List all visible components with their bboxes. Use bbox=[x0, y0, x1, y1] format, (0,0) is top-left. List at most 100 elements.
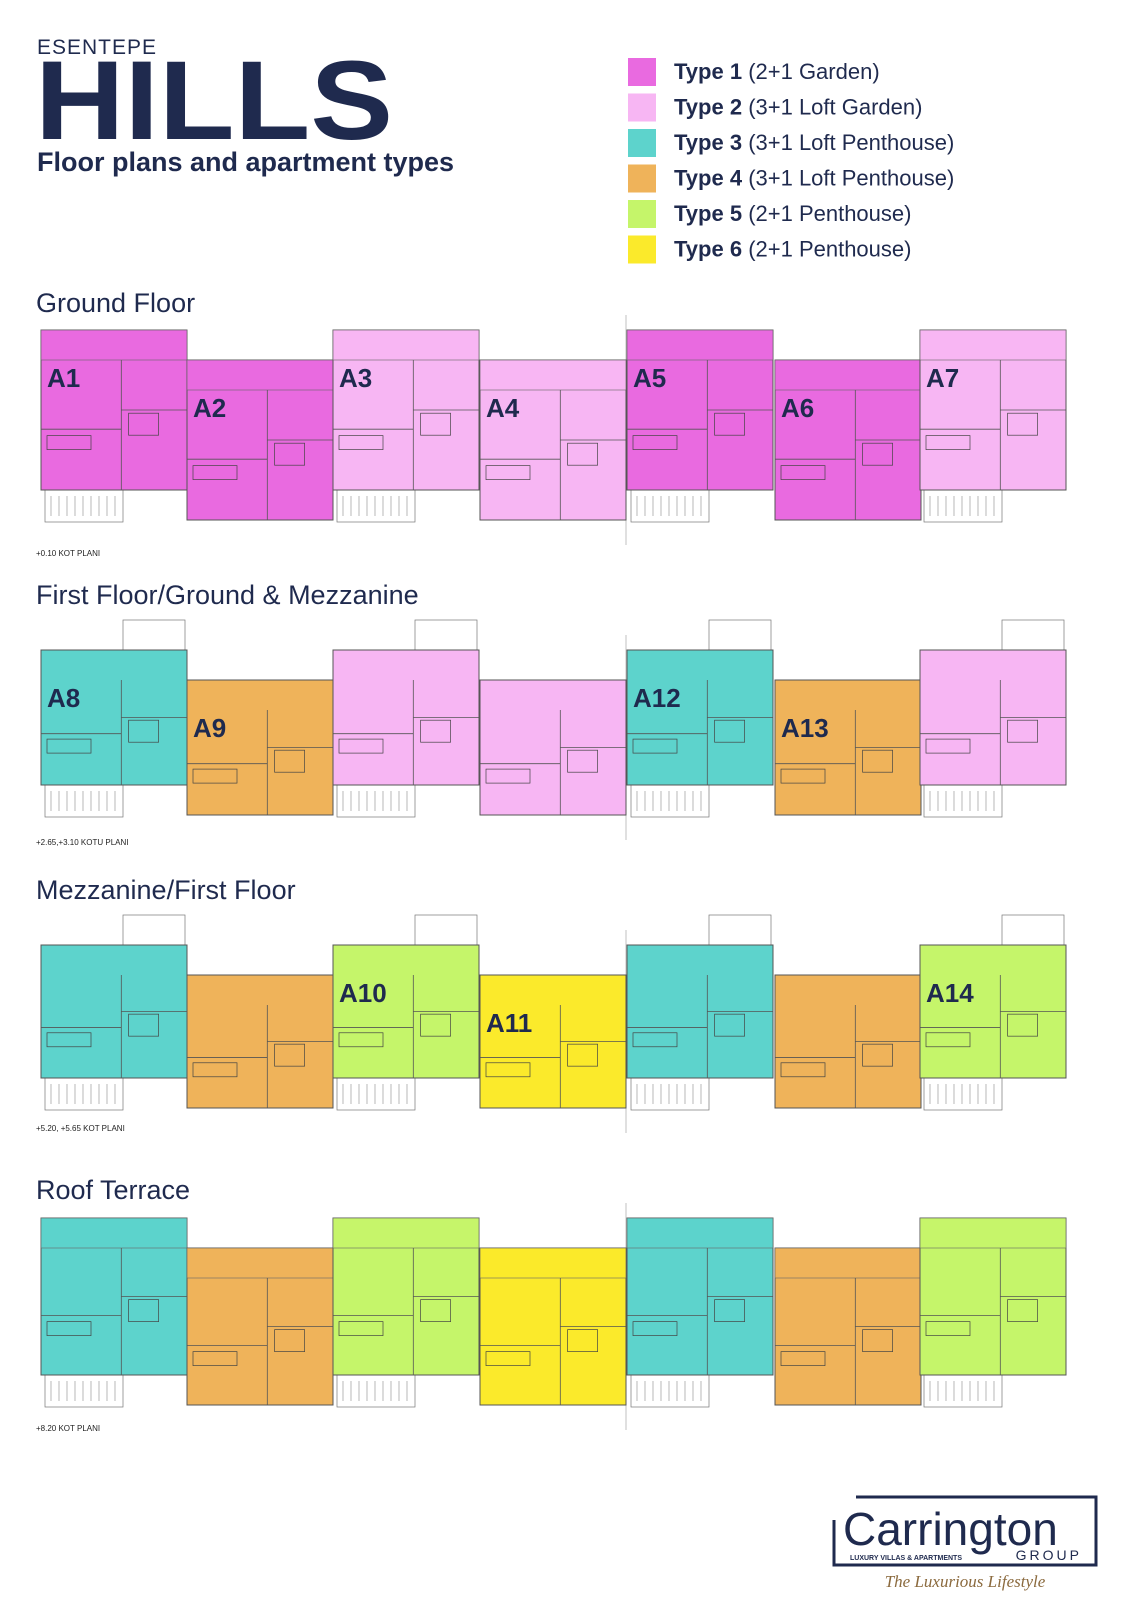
floor-title: First Floor/Ground & Mezzanine bbox=[36, 580, 419, 610]
legend-description: (2+1 Garden) bbox=[748, 59, 879, 84]
stair-outline bbox=[630, 489, 710, 523]
fixture bbox=[192, 1062, 238, 1078]
fixture bbox=[567, 1329, 598, 1352]
terrace-band bbox=[40, 1217, 188, 1249]
fixture bbox=[46, 1321, 92, 1336]
fixture bbox=[1007, 1013, 1038, 1037]
fixture bbox=[420, 412, 451, 436]
unit bbox=[186, 974, 334, 1109]
fixture bbox=[338, 1321, 384, 1336]
logo-group: GROUP bbox=[1016, 1547, 1082, 1563]
subtitle: Floor plans and apartment types bbox=[37, 147, 454, 177]
unit-label: A5 bbox=[633, 363, 666, 393]
fixture bbox=[862, 1329, 893, 1352]
fixture bbox=[780, 768, 826, 784]
fixture bbox=[128, 1299, 159, 1322]
stair-outline bbox=[44, 1077, 124, 1111]
logo: Carrington GROUP LUXURY VILLAS & APARTME… bbox=[826, 1490, 1098, 1591]
floor-title: Ground Floor bbox=[36, 288, 195, 318]
fixture bbox=[485, 768, 531, 784]
stair-outline bbox=[336, 784, 416, 818]
stair-outline bbox=[336, 489, 416, 523]
logo-gap bbox=[826, 1490, 856, 1520]
fixture bbox=[714, 1299, 745, 1322]
fixture bbox=[714, 719, 745, 743]
fixture bbox=[274, 442, 305, 466]
fixture bbox=[925, 1032, 971, 1048]
fixture bbox=[1007, 1299, 1038, 1322]
stair-outline bbox=[44, 1374, 124, 1408]
unit-label: A3 bbox=[339, 363, 372, 393]
terrace-band bbox=[919, 329, 1067, 361]
fixture bbox=[862, 749, 893, 773]
legend-type: Type 3 bbox=[674, 130, 742, 155]
unit-label: A10 bbox=[339, 978, 387, 1008]
unit-label: A2 bbox=[193, 393, 226, 423]
legend-description: (2+1 Penthouse) bbox=[748, 237, 911, 262]
title: HILLS bbox=[35, 38, 393, 163]
legend-text: Type 3 (3+1 Loft Penthouse) bbox=[674, 130, 954, 155]
legend-type: Type 5 bbox=[674, 201, 742, 226]
fixture bbox=[1007, 719, 1038, 743]
legend-text: Type 1 (2+1 Garden) bbox=[674, 59, 880, 84]
unit-label: A4 bbox=[486, 393, 520, 423]
fixture bbox=[338, 1032, 384, 1048]
fixture bbox=[632, 1032, 678, 1048]
fixture bbox=[1007, 412, 1038, 436]
unit-label: A14 bbox=[926, 978, 974, 1008]
fixture bbox=[192, 465, 238, 480]
unit-label: A1 bbox=[47, 363, 80, 393]
level-note: +0.10 KOT PLANI bbox=[36, 549, 100, 558]
kicker: ESENTEPE bbox=[37, 36, 157, 59]
fixture bbox=[46, 738, 92, 754]
legend-text: Type 5 (2+1 Penthouse) bbox=[674, 201, 911, 226]
stair-outline bbox=[44, 784, 124, 818]
fixture bbox=[274, 1043, 305, 1067]
fixture bbox=[632, 738, 678, 754]
fixture bbox=[420, 719, 451, 743]
legend-description: (2+1 Penthouse) bbox=[748, 201, 911, 226]
fixture bbox=[925, 435, 971, 450]
fixture bbox=[485, 465, 531, 480]
logo-tagline: LUXURY VILLAS & APARTMENTS bbox=[850, 1555, 962, 1562]
balcony-outline bbox=[708, 619, 772, 651]
fixture bbox=[192, 1351, 238, 1366]
legend-swatch bbox=[628, 235, 656, 264]
stair-outline bbox=[630, 1077, 710, 1111]
logo-frame bbox=[832, 1495, 1098, 1567]
level-note: +5.20, +5.65 KOT PLANI bbox=[36, 1124, 125, 1133]
terrace-band bbox=[40, 329, 188, 361]
fixture bbox=[338, 738, 384, 754]
fixture bbox=[632, 435, 678, 450]
unit-label: A12 bbox=[633, 683, 681, 713]
legend-swatch bbox=[628, 93, 656, 122]
stair-outline bbox=[923, 1374, 1003, 1408]
terrace-band bbox=[332, 1217, 480, 1249]
legend-text: Type 4 (3+1 Loft Penthouse) bbox=[674, 166, 954, 191]
unit-label: A9 bbox=[193, 713, 226, 743]
terrace-band bbox=[774, 359, 922, 391]
logo-name: Carrington bbox=[843, 1503, 1058, 1555]
legend-type: Type 4 bbox=[674, 166, 743, 191]
legend-text: Type 2 (3+1 Loft Garden) bbox=[674, 95, 922, 120]
fixture bbox=[420, 1299, 451, 1322]
fixture bbox=[714, 412, 745, 436]
terrace-band bbox=[479, 359, 627, 391]
legend-description: (3+1 Loft Garden) bbox=[748, 95, 922, 120]
terrace-band bbox=[332, 329, 480, 361]
stair-outline bbox=[336, 1374, 416, 1408]
stair-outline bbox=[630, 1374, 710, 1408]
floor-title: Mezzanine/First Floor bbox=[36, 875, 296, 905]
fixture bbox=[485, 1062, 531, 1078]
fixture bbox=[338, 435, 384, 450]
stair-outline bbox=[630, 784, 710, 818]
terrace-band bbox=[479, 1247, 627, 1279]
balcony-outline bbox=[1001, 914, 1065, 946]
legend-swatch bbox=[628, 129, 656, 157]
legend-swatch bbox=[628, 58, 656, 86]
unit-label: A11 bbox=[486, 1008, 532, 1038]
balcony-outline bbox=[414, 619, 478, 651]
fixture bbox=[862, 442, 893, 466]
legend-type: Type 6 bbox=[674, 237, 742, 262]
